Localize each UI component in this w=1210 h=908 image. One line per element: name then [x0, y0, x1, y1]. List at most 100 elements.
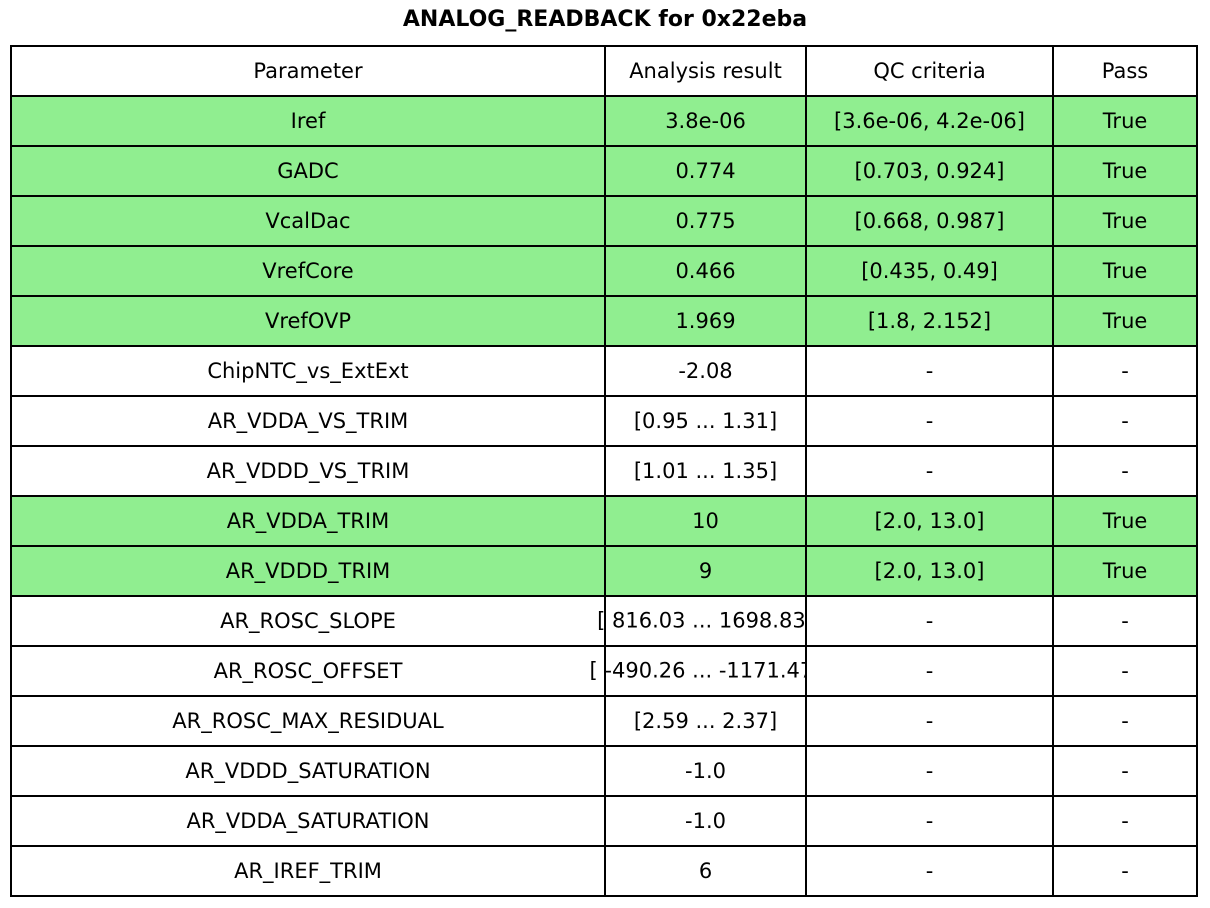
qc-criteria-value: [0.668, 0.987]: [854, 208, 1005, 233]
cell-parameter: VcalDac: [12, 197, 604, 245]
cell-pass: True: [1054, 297, 1196, 345]
parameter-label: AR_IREF_TRIM: [234, 858, 382, 883]
cell-analysis-result: -1.0: [606, 797, 805, 845]
cell-pass: -: [1054, 647, 1196, 695]
qc-criteria-value: [3.6e-06, 4.2e-06]: [834, 108, 1025, 133]
cell-parameter: AR_VDDA_SATURATION: [12, 797, 604, 845]
analysis-result-value: 0.466: [675, 258, 736, 283]
pass-value: -: [1121, 808, 1129, 833]
qc-criteria-value: [2.0, 13.0]: [874, 558, 985, 583]
qc-criteria-value: -: [925, 858, 934, 883]
analysis-result-value: [ 816.03 ... 1698.83]: [597, 608, 814, 633]
pass-value: True: [1102, 258, 1148, 283]
cell-analysis-result: 0.466: [606, 247, 805, 295]
cell-pass: -: [1054, 697, 1196, 745]
cell-analysis-result: 3.8e-06: [606, 97, 805, 145]
analysis-result-value: 1.969: [675, 308, 736, 333]
cell-qc-criteria: [2.0, 13.0]: [807, 497, 1052, 545]
parameter-label: AR_VDDA_TRIM: [226, 508, 390, 533]
header-label-parameter: Parameter: [253, 58, 363, 83]
pass-value: True: [1102, 158, 1148, 183]
cell-analysis-result: [ -490.26 ... -1171.47]: [590, 647, 821, 695]
cell-pass: True: [1054, 197, 1196, 245]
qc-criteria-value: -: [925, 358, 934, 383]
pass-value: -: [1121, 408, 1129, 433]
qc-criteria-value: -: [925, 708, 934, 733]
analysis-result-value: 6: [698, 858, 713, 883]
cell-analysis-result: 6: [606, 847, 805, 895]
analysis-result-value: -1.0: [685, 758, 726, 783]
analysis-result-value: -2.08: [678, 358, 733, 383]
cell-analysis-result: [0.95 ... 1.31]: [606, 397, 805, 445]
cell-analysis-result: [ 816.03 ... 1698.83]: [597, 597, 814, 645]
qc-criteria-value: [2.0, 13.0]: [874, 508, 985, 533]
cell-parameter: ChipNTC_vs_ExtExt: [12, 347, 604, 395]
pass-value: -: [1121, 458, 1129, 483]
cell-pass: -: [1054, 347, 1196, 395]
cell-qc-criteria: -: [807, 347, 1052, 395]
analysis-result-value: 0.774: [675, 158, 736, 183]
cell-parameter: AR_ROSC_MAX_RESIDUAL: [12, 697, 604, 745]
analysis-result-value: [0.95 ... 1.31]: [633, 408, 778, 433]
cell-parameter: GADC: [12, 147, 604, 195]
cell-qc-criteria: [2.0, 13.0]: [807, 547, 1052, 595]
cell-parameter: AR_VDDD_TRIM: [12, 547, 604, 595]
parameter-label: Iref: [290, 108, 326, 133]
cell-pass: -: [1054, 847, 1196, 895]
header-cell-qc-criteria: QC criteria: [807, 47, 1052, 95]
cell-parameter: AR_ROSC_SLOPE: [12, 597, 604, 645]
header-label-analysis-result: Analysis result: [629, 58, 782, 83]
cell-qc-criteria: [3.6e-06, 4.2e-06]: [807, 97, 1052, 145]
qc-criteria-value: -: [925, 658, 934, 683]
cell-qc-criteria: -: [807, 847, 1052, 895]
header-label-qc-criteria: QC criteria: [873, 58, 986, 83]
parameter-label: GADC: [277, 158, 339, 183]
cell-qc-criteria: -: [807, 747, 1052, 795]
qc-criteria-value: -: [925, 408, 934, 433]
cell-pass: True: [1054, 497, 1196, 545]
cell-pass: -: [1054, 397, 1196, 445]
cell-pass: -: [1054, 597, 1196, 645]
cell-qc-criteria: -: [807, 597, 1052, 645]
pass-value: -: [1121, 358, 1129, 383]
parameter-label: AR_VDDD_SATURATION: [185, 758, 431, 783]
analysis-result-value: 10: [692, 508, 719, 533]
cell-qc-criteria: [0.703, 0.924]: [807, 147, 1052, 195]
cell-pass: True: [1054, 247, 1196, 295]
header-cell-pass: Pass: [1054, 47, 1196, 95]
pass-value: -: [1121, 608, 1129, 633]
pass-value: -: [1121, 708, 1129, 733]
pass-value: True: [1102, 208, 1148, 233]
cell-qc-criteria: -: [807, 447, 1052, 495]
page-title: ANALOG_READBACK for 0x22eba: [402, 6, 808, 32]
parameter-label: AR_VDDD_VS_TRIM: [206, 458, 410, 483]
parameter-label: AR_VDDD_TRIM: [225, 558, 391, 583]
pass-value: -: [1121, 658, 1129, 683]
parameter-label: AR_ROSC_OFFSET: [213, 658, 403, 683]
qc-table: Parameter Analysis result QC criteria Pa…: [10, 45, 1198, 897]
analysis-result-value: 9: [698, 558, 713, 583]
qc-criteria-value: -: [925, 808, 934, 833]
cell-parameter: AR_VDDA_VS_TRIM: [12, 397, 604, 445]
cell-parameter: AR_VDDD_VS_TRIM: [12, 447, 604, 495]
cell-analysis-result: 9: [606, 547, 805, 595]
parameter-label: VrefCore: [262, 258, 354, 283]
cell-analysis-result: 0.775: [606, 197, 805, 245]
qc-criteria-value: -: [925, 608, 934, 633]
pass-value: True: [1102, 508, 1148, 533]
cell-qc-criteria: [0.668, 0.987]: [807, 197, 1052, 245]
cell-qc-criteria: -: [807, 797, 1052, 845]
cell-qc-criteria: -: [807, 397, 1052, 445]
cell-analysis-result: 0.774: [606, 147, 805, 195]
cell-parameter: AR_VDDA_TRIM: [12, 497, 604, 545]
qc-criteria-value: -: [925, 758, 934, 783]
cell-pass: True: [1054, 547, 1196, 595]
parameter-label: AR_ROSC_SLOPE: [220, 608, 396, 633]
cell-pass: -: [1054, 447, 1196, 495]
cell-analysis-result: 10: [606, 497, 805, 545]
parameter-label: AR_VDDA_VS_TRIM: [207, 408, 409, 433]
analysis-result-value: [2.59 ... 2.37]: [633, 708, 778, 733]
qc-criteria-value: -: [925, 458, 934, 483]
cell-qc-criteria: -: [807, 697, 1052, 745]
parameter-label: AR_VDDA_SATURATION: [186, 808, 430, 833]
